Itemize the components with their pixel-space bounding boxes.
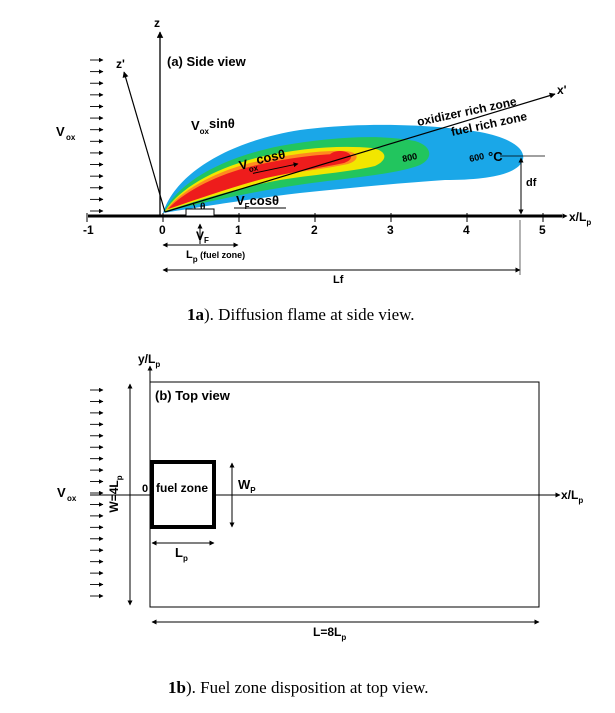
vox-subscript: ox <box>66 133 76 142</box>
x-tick-label: 1 <box>235 223 242 237</box>
fuel-zone-label-top: fuel zone <box>156 481 208 495</box>
oxidizer-flow-arrows-top <box>90 387 104 599</box>
core-hotspot <box>329 151 351 163</box>
side-view-title: (a) Side view <box>167 54 247 69</box>
vox-cos-label: Voxcosθ <box>237 146 288 175</box>
vox-label: V <box>56 124 65 139</box>
flame-plume <box>163 124 524 213</box>
x-tick-label: 0 <box>159 223 166 237</box>
lp-label: Lp (fuel zone) <box>186 249 245 264</box>
x-tick-label: -1 <box>83 223 94 237</box>
zprime-axis <box>122 71 166 213</box>
df-label: df <box>526 177 537 189</box>
top-view-panel: V ox y/Lp (b) Top view W=4Lp x/Lp 0 fuel… <box>57 352 583 697</box>
x-tick-label: 2 <box>311 223 318 237</box>
vox-subscript-top: ox <box>67 494 77 503</box>
origin-label: 0 <box>142 483 148 495</box>
iso-600-label: 600 <box>468 151 485 164</box>
fuel-zone-square <box>150 460 216 529</box>
xprime-axis <box>164 92 556 213</box>
x-axis-label: x/Lp <box>569 210 591 227</box>
top-view-title: (b) Top view <box>155 388 231 403</box>
x-axis-ticks: -1 0 1 2 3 4 5 <box>83 213 546 237</box>
x-axis-label-top: x/Lp <box>561 488 583 505</box>
z-axis-label: z <box>154 16 160 30</box>
vf-label: VF <box>196 229 209 245</box>
vox-cos-annotation: Voxcosθ <box>237 146 299 175</box>
theta-label: θ <box>200 202 205 213</box>
vox-label-top: V <box>57 485 66 500</box>
y-axis-label: y/Lp <box>138 352 160 369</box>
oxidizer-flow-arrows <box>90 57 104 214</box>
side-view-caption: 1a). Diffusion flame at side view. <box>187 305 415 324</box>
lp-label-top: Lp <box>175 545 188 563</box>
vf-cos-label: VFcosθ <box>236 193 279 211</box>
iso-800-label: 800 <box>401 151 418 164</box>
x-tick-label: 3 <box>387 223 394 237</box>
x-tick-label: 4 <box>463 223 470 237</box>
w-label: W=4Lp <box>107 475 124 512</box>
fuel-zone-marker <box>185 208 215 217</box>
wp-label: WP <box>238 477 256 495</box>
top-view-caption: 1b). Fuel zone disposition at top view. <box>168 678 429 697</box>
core-zone <box>168 154 349 209</box>
l-label: L=8Lp <box>313 625 346 642</box>
side-view-panel: V ox z (a) Side view z' x' oxidizer rich… <box>56 16 591 324</box>
vox-sin-label: Voxsinθ <box>191 116 235 136</box>
vox-cos-arrow <box>252 162 299 174</box>
temp-unit-label: °C <box>488 149 503 164</box>
lf-label: Lf <box>333 274 344 286</box>
zprime-axis-label: z' <box>116 57 125 71</box>
xprime-axis-label: x' <box>557 83 567 97</box>
x-tick-label: 5 <box>539 223 546 237</box>
